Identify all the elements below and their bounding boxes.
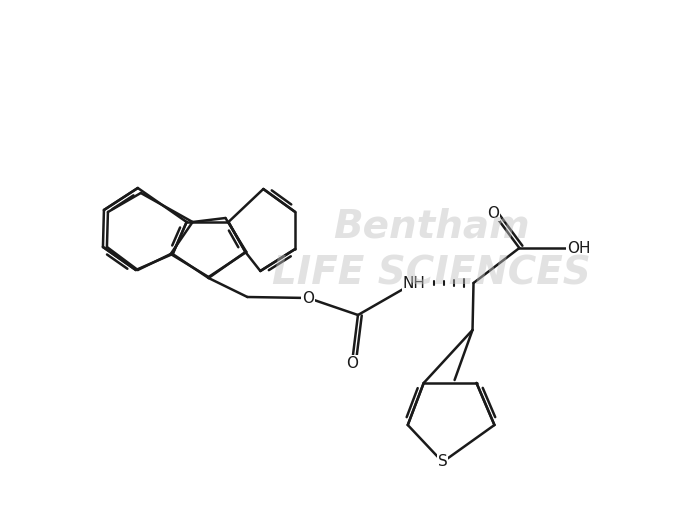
Text: NH: NH — [402, 276, 425, 291]
Text: O: O — [302, 291, 314, 306]
Text: O: O — [346, 356, 358, 370]
Text: Bentham
LIFE SCIENCES: Bentham LIFE SCIENCES — [272, 207, 591, 292]
Text: O: O — [487, 205, 500, 220]
Text: S: S — [438, 454, 448, 470]
Text: OH: OH — [567, 241, 591, 255]
